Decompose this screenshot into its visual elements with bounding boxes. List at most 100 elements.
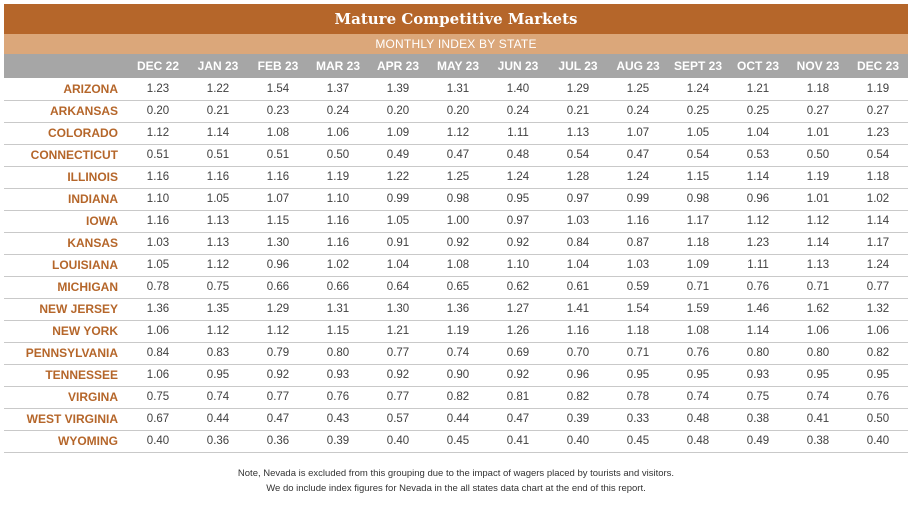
index-value: 1.07 xyxy=(248,188,308,211)
index-value: 0.98 xyxy=(428,188,488,211)
index-value: 1.19 xyxy=(428,320,488,343)
table-row: ARKANSAS 0.20 0.21 0.23 0.24 0.20 0.20 0.24 0.21… xyxy=(4,100,908,123)
index-table-panel: Mature Competitive Markets MONTHLY INDEX… xyxy=(4,4,908,453)
index-value: 1.06 xyxy=(128,364,188,387)
index-value: 1.03 xyxy=(608,254,668,277)
index-value: 0.48 xyxy=(668,430,728,453)
index-value: 0.66 xyxy=(248,276,308,299)
index-value: 1.15 xyxy=(668,166,728,189)
index-value: 1.10 xyxy=(128,188,188,211)
index-value: 0.82 xyxy=(848,342,908,365)
index-value: 0.74 xyxy=(188,386,248,409)
index-value: 1.13 xyxy=(188,232,248,255)
index-value: 0.99 xyxy=(368,188,428,211)
index-value: 1.25 xyxy=(428,166,488,189)
table-row: VIRGINA 0.75 0.74 0.77 0.76 0.77 0.82 0.81 0.82 0… xyxy=(4,386,908,409)
index-value: 0.79 xyxy=(248,342,308,365)
state-name: INDIANA xyxy=(4,188,128,211)
index-value: 1.10 xyxy=(488,254,548,277)
table-row: IOWA 1.16 1.13 1.15 1.16 1.05 1.00 0.97 1.03 1.16… xyxy=(4,210,908,233)
index-value: 0.62 xyxy=(488,276,548,299)
monthly-index-table: DEC 22 JAN 23 FEB 23 MAR 23 APR 23 MAY 23 JUN … xyxy=(4,54,908,453)
index-value: 0.81 xyxy=(488,386,548,409)
index-value: 1.10 xyxy=(308,188,368,211)
index-value: 0.38 xyxy=(788,430,848,453)
index-value: 0.96 xyxy=(728,188,788,211)
index-value: 1.05 xyxy=(188,188,248,211)
index-value: 0.39 xyxy=(548,408,608,431)
index-value: 1.13 xyxy=(188,210,248,233)
table-row: WEST VIRGINIA 0.67 0.44 0.47 0.43 0.57 0.44 0.4… xyxy=(4,408,908,431)
index-value: 1.29 xyxy=(248,298,308,321)
index-value: 1.14 xyxy=(188,122,248,145)
index-value: 0.74 xyxy=(668,386,728,409)
index-value: 1.18 xyxy=(608,320,668,343)
index-value: 0.48 xyxy=(668,408,728,431)
header-row: DEC 22 JAN 23 FEB 23 MAR 23 APR 23 MAY 23 JUN … xyxy=(4,54,908,78)
index-value: 0.71 xyxy=(668,276,728,299)
state-name: KANSAS xyxy=(4,232,128,255)
index-value: 1.05 xyxy=(668,122,728,145)
index-value: 0.97 xyxy=(488,210,548,233)
index-value: 1.16 xyxy=(308,210,368,233)
index-value: 0.78 xyxy=(608,386,668,409)
table-body: ARIZONA 1.23 1.22 1.54 1.37 1.39 1.31 1.40 1.29 1… xyxy=(4,78,908,453)
index-value: 0.53 xyxy=(728,144,788,167)
index-value: 0.44 xyxy=(428,408,488,431)
index-value: 0.44 xyxy=(188,408,248,431)
index-value: 0.23 xyxy=(248,100,308,123)
table-title: Mature Competitive Markets xyxy=(4,4,908,34)
index-value: 1.19 xyxy=(788,166,848,189)
index-value: 0.50 xyxy=(848,408,908,431)
state-name: WEST VIRGINIA xyxy=(4,408,128,431)
column-header: AUG 23 xyxy=(616,59,660,73)
index-value: 0.24 xyxy=(308,100,368,123)
index-value: 0.80 xyxy=(308,342,368,365)
index-value: 0.64 xyxy=(368,276,428,299)
column-header: SEPT 23 xyxy=(673,59,723,73)
index-value: 0.75 xyxy=(188,276,248,299)
index-value: 1.24 xyxy=(668,78,728,101)
table-row: ARIZONA 1.23 1.22 1.54 1.37 1.39 1.31 1.40 1.29 1… xyxy=(4,78,908,101)
index-value: 0.50 xyxy=(308,144,368,167)
column-header: OCT 23 xyxy=(736,59,779,73)
index-value: 1.03 xyxy=(128,232,188,255)
index-value: 1.08 xyxy=(428,254,488,277)
index-value: 1.13 xyxy=(788,254,848,277)
index-value: 0.47 xyxy=(488,408,548,431)
index-value: 0.48 xyxy=(488,144,548,167)
table-row: NEW JERSEY 1.36 1.35 1.29 1.31 1.30 1.36 1.27 1.… xyxy=(4,298,908,321)
index-value: 0.27 xyxy=(848,100,908,123)
index-value: 1.24 xyxy=(488,166,548,189)
index-value: 1.18 xyxy=(788,78,848,101)
index-value: 0.20 xyxy=(428,100,488,123)
index-value: 0.87 xyxy=(608,232,668,255)
index-value: 1.30 xyxy=(368,298,428,321)
state-name: PENNSYLVANIA xyxy=(4,342,128,365)
index-value: 0.84 xyxy=(128,342,188,365)
state-name: ARKANSAS xyxy=(4,100,128,123)
index-value: 0.77 xyxy=(368,386,428,409)
index-value: 1.37 xyxy=(308,78,368,101)
footnotes: Note, Nevada is excluded from this group… xyxy=(0,466,912,496)
index-value: 0.77 xyxy=(248,386,308,409)
column-header: APR 23 xyxy=(376,59,420,73)
index-value: 0.95 xyxy=(848,364,908,387)
index-value: 0.54 xyxy=(848,144,908,167)
state-name: VIRGINA xyxy=(4,386,128,409)
index-value: 1.16 xyxy=(188,166,248,189)
index-value: 1.31 xyxy=(428,78,488,101)
index-value: 0.40 xyxy=(848,430,908,453)
index-value: 1.28 xyxy=(548,166,608,189)
index-value: 0.38 xyxy=(728,408,788,431)
index-value: 1.23 xyxy=(728,232,788,255)
index-value: 0.84 xyxy=(548,232,608,255)
index-value: 1.08 xyxy=(668,320,728,343)
index-value: 1.39 xyxy=(368,78,428,101)
index-value: 1.62 xyxy=(788,298,848,321)
index-value: 1.04 xyxy=(368,254,428,277)
index-value: 1.46 xyxy=(728,298,788,321)
index-value: 0.93 xyxy=(728,364,788,387)
index-value: 1.18 xyxy=(668,232,728,255)
state-name: ILLINOIS xyxy=(4,166,128,189)
